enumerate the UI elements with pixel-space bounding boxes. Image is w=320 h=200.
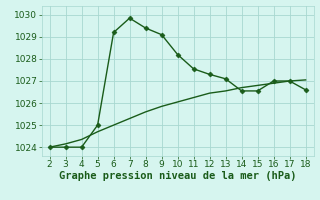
X-axis label: Graphe pression niveau de la mer (hPa): Graphe pression niveau de la mer (hPa) [59,171,296,181]
